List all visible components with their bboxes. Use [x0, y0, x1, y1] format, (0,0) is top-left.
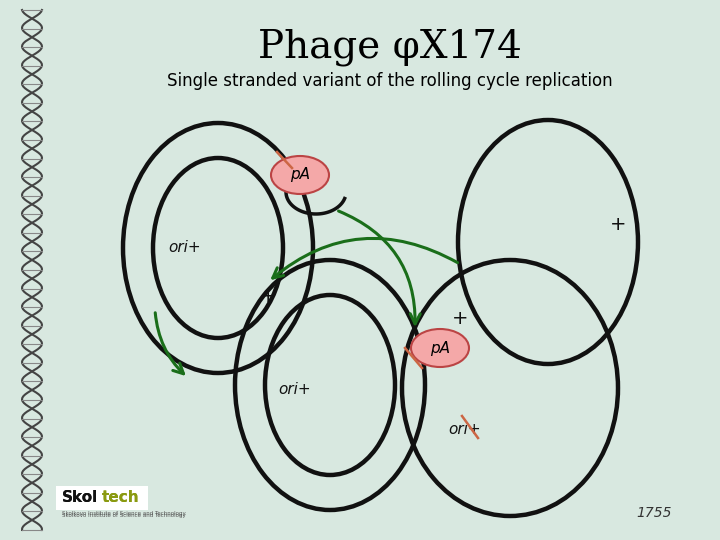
Text: ori+: ori+ — [168, 240, 202, 255]
Text: Single stranded variant of the rolling cycle replication: Single stranded variant of the rolling c… — [167, 72, 613, 90]
Ellipse shape — [271, 156, 329, 194]
Text: Phage φX174: Phage φX174 — [258, 28, 522, 65]
Text: Skolkovo Institute of Science and Technology: Skolkovo Institute of Science and Techno… — [62, 511, 186, 516]
Text: +: + — [260, 287, 276, 306]
Text: tech: tech — [102, 490, 140, 505]
Text: 1755: 1755 — [636, 506, 672, 520]
Text: ori+: ori+ — [279, 382, 311, 397]
Text: Skolkovo Institute of Science and Technology: Skolkovo Institute of Science and Techno… — [62, 512, 186, 517]
Text: tech: tech — [102, 490, 140, 505]
Text: pA: pA — [290, 167, 310, 183]
Text: Skol: Skol — [62, 490, 98, 505]
Ellipse shape — [411, 329, 469, 367]
Text: pA: pA — [430, 341, 450, 355]
Text: +: + — [451, 308, 468, 327]
FancyBboxPatch shape — [56, 486, 148, 510]
Text: +: + — [610, 214, 626, 233]
Text: ori+: ori+ — [449, 422, 481, 437]
Text: Skol: Skol — [62, 490, 98, 505]
